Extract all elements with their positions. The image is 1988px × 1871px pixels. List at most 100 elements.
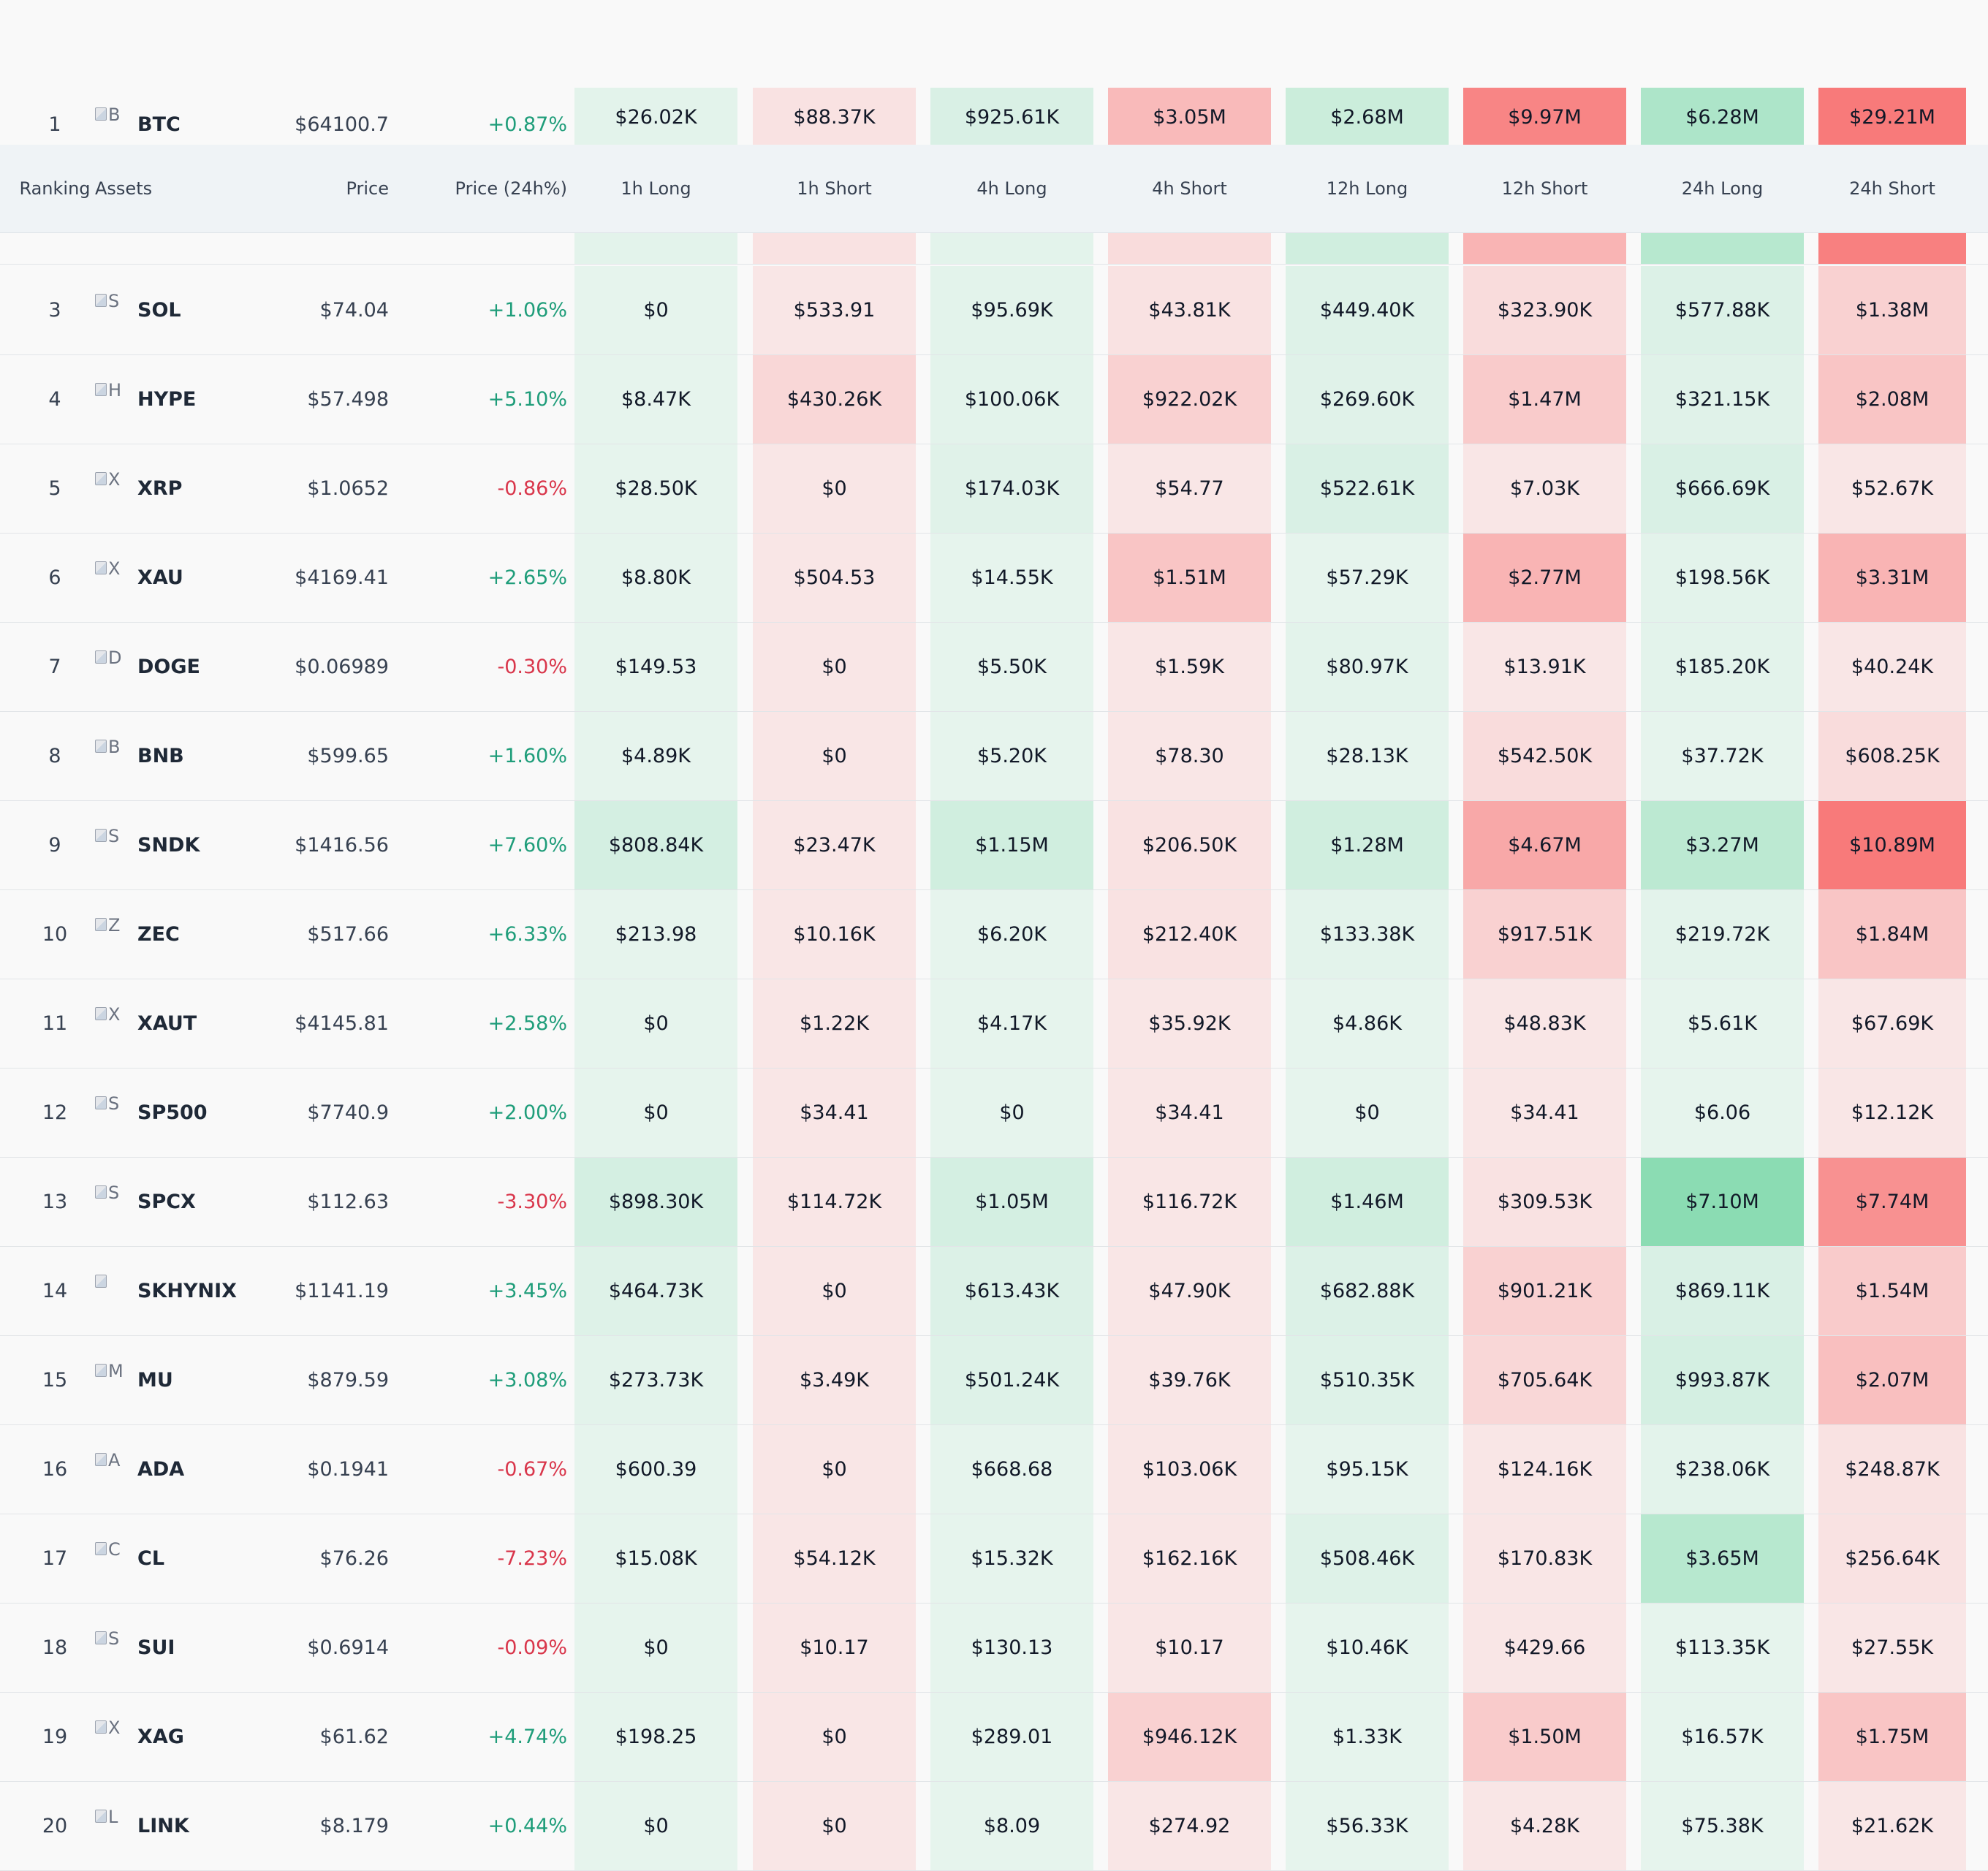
- short-liquidation-cell: $206.50K: [1108, 801, 1271, 889]
- asset-cell[interactable]: D DOGE: [95, 623, 270, 711]
- price-cell: $8.179: [319, 1815, 389, 1837]
- price-cell: $879.59: [307, 1369, 389, 1392]
- short-liquidation-cell: $3.05M: [1108, 88, 1271, 146]
- short-liquidation-cell: $103.06K: [1108, 1425, 1271, 1514]
- asset-icon-alt-text: X: [108, 558, 121, 579]
- asset-cell[interactable]: M MU: [95, 1336, 270, 1424]
- asset-cell[interactable]: X XAG: [95, 1693, 270, 1781]
- broken-image-icon: B: [95, 737, 133, 763]
- table-row[interactable]: 13 S SPCX $112.63 -3.30% $898.30K $114.72K $1.0…: [0, 1158, 1988, 1247]
- table-row[interactable]: 14 SKHYNIX $1141.19 +3.45% $464.73K $0 $613.43…: [0, 1247, 1988, 1336]
- short-liquidation-cell: $946.12K: [1108, 1693, 1271, 1781]
- asset-cell[interactable]: S SP500: [95, 1069, 270, 1157]
- asset-cell[interactable]: X XAUT: [95, 979, 270, 1068]
- asset-cell[interactable]: L LINK: [95, 1782, 270, 1870]
- asset-cell[interactable]: C CL: [95, 1514, 270, 1603]
- table-row[interactable]: 10 Z ZEC $517.66 +6.33% $213.98 $10.16K $6.20K $…: [0, 890, 1988, 979]
- asset-cell[interactable]: S SOL: [95, 266, 270, 354]
- asset-icon-alt-text: X: [108, 468, 121, 490]
- column-header-1h-short[interactable]: 1h Short: [797, 178, 872, 199]
- rank-cell: 14: [42, 1280, 68, 1302]
- short-liquidation-cell: $504.53: [753, 534, 916, 622]
- rank-cell: 1: [48, 113, 61, 136]
- long-liquidation-cell: $6.06: [1641, 1069, 1804, 1157]
- asset-cell[interactable]: S SNDK: [95, 801, 270, 889]
- table-row[interactable]: 12 S SP500 $7740.9 +2.00% $0 $34.41 $0 $34.41 $0 $…: [0, 1069, 1988, 1158]
- long-liquidation-cell: $1.15M: [930, 801, 1093, 889]
- asset-cell[interactable]: B BNB: [95, 712, 270, 800]
- table-row[interactable]: 17 C CL $76.26 -7.23% $15.08K $54.12K $15.32K $1…: [0, 1514, 1988, 1604]
- asset-cell[interactable]: B BTC: [95, 102, 270, 146]
- short-liquidation-cell: $10.16K: [753, 890, 916, 979]
- asset-icon-alt-text: S: [108, 290, 120, 311]
- long-liquidation-cell: $273.73K: [574, 1336, 737, 1424]
- price-cell: $64100.7: [295, 113, 389, 136]
- broken-image-icon: S: [95, 1093, 133, 1120]
- table-row[interactable]: 4 H HYPE $57.498 +5.10% $8.47K $430.26K $100.06…: [0, 355, 1988, 444]
- asset-cell[interactable]: S SPCX: [95, 1158, 270, 1246]
- short-liquidation-cell: $1.22K: [753, 979, 916, 1068]
- asset-cell[interactable]: S SUI: [95, 1604, 270, 1692]
- rank-cell: 20: [42, 1815, 68, 1837]
- long-liquidation-cell: $95.15K: [1286, 1425, 1449, 1514]
- table-row[interactable]: 1 B BTC $64100.7 +0.87% $26.02K $88.37K $925.61…: [0, 44, 1988, 146]
- rank-cell: 6: [48, 566, 61, 589]
- asset-cell[interactable]: A ADA: [95, 1425, 270, 1514]
- table-row[interactable]: 5 X XRP $1.0652 -0.86% $28.50K $0 $174.03K $54.7…: [0, 444, 1988, 534]
- column-header-price-change[interactable]: Price (24h%): [455, 178, 567, 199]
- asset-cell[interactable]: SKHYNIX: [95, 1247, 270, 1335]
- column-header-price[interactable]: Price: [346, 178, 389, 199]
- table-row[interactable]: 18 S SUI $0.6914 -0.09% $0 $10.17 $130.13 $10.17…: [0, 1604, 1988, 1693]
- column-header-12h-long[interactable]: 12h Long: [1326, 178, 1408, 199]
- asset-symbol: SUI: [137, 1636, 175, 1659]
- asset-icon-alt-text: B: [108, 105, 121, 125]
- price-change-cell: -0.86%: [497, 477, 567, 500]
- table-row[interactable]: 7 D DOGE $0.06989 -0.30% $149.53 $0 $5.50K $1.59…: [0, 623, 1988, 712]
- short-liquidation-cell: $10.17: [753, 1604, 916, 1692]
- table-row[interactable]: 3 S SOL $74.04 +1.06% $0 $533.91 $95.69K $43.81K…: [0, 266, 1988, 355]
- long-liquidation-cell: $449.40K: [1286, 266, 1449, 354]
- rank-cell: 17: [42, 1547, 68, 1570]
- table-row[interactable]: 15 M MU $879.59 +3.08% $273.73K $3.49K $501.24K…: [0, 1336, 1988, 1425]
- table-row[interactable]: 11 X XAUT $4145.81 +2.58% $0 $1.22K $4.17K $35.9…: [0, 979, 1988, 1069]
- column-header-24h-long[interactable]: 24h Long: [1681, 178, 1764, 199]
- table-row[interactable]: 9 S SNDK $1416.56 +7.60% $808.84K $23.47K $1.15…: [0, 801, 1988, 890]
- asset-icon-alt-text: D: [108, 647, 122, 668]
- table-row[interactable]: 20 L LINK $8.179 +0.44% $0 $0 $8.09 $274.92 $56.3…: [0, 1782, 1988, 1871]
- column-header-24h-short[interactable]: 24h Short: [1849, 178, 1935, 199]
- short-liquidation-cell: $40.24K: [1818, 623, 1966, 711]
- short-liquidation-cell: $47.90K: [1108, 1247, 1271, 1335]
- price-change-cell: +0.87%: [487, 113, 567, 136]
- column-header-4h-short[interactable]: 4h Short: [1152, 178, 1227, 199]
- asset-cell[interactable]: H HYPE: [95, 355, 270, 444]
- column-header-ranking[interactable]: Ranking: [19, 178, 91, 199]
- price-cell: $0.1941: [307, 1458, 389, 1481]
- price-cell: $1416.56: [295, 834, 389, 857]
- table-row[interactable]: 19 X XAG $61.62 +4.74% $198.25 $0 $289.01 $946.1…: [0, 1693, 1988, 1782]
- column-header-assets[interactable]: Assets: [95, 178, 153, 199]
- asset-symbol: DOGE: [137, 656, 200, 678]
- long-liquidation-cell: $289.01: [930, 1693, 1093, 1781]
- column-header-1h-long[interactable]: 1h Long: [621, 178, 691, 199]
- price-change-cell: +1.06%: [487, 299, 567, 322]
- long-liquidation-cell: $0: [930, 1069, 1093, 1157]
- price-change-cell: -0.67%: [497, 1458, 567, 1481]
- asset-cell[interactable]: X XAU: [95, 534, 270, 622]
- table-row[interactable]: 6 X XAU $4169.41 +2.65% $8.80K $504.53 $14.55K $…: [0, 534, 1988, 623]
- short-liquidation-cell: $116.72K: [1108, 1158, 1271, 1246]
- price-change-cell: +1.60%: [487, 745, 567, 767]
- long-liquidation-cell: $577.88K: [1641, 266, 1804, 354]
- column-header-4h-long[interactable]: 4h Long: [976, 178, 1047, 199]
- table-row[interactable]: 16 A ADA $0.1941 -0.67% $600.39 $0 $668.68 $103.…: [0, 1425, 1988, 1514]
- price-change-cell: +0.44%: [487, 1815, 567, 1837]
- column-header-12h-short[interactable]: 12h Short: [1501, 178, 1588, 199]
- long-liquidation-cell: $80.97K: [1286, 623, 1449, 711]
- table-row[interactable]: 8 B BNB $599.65 +1.60% $4.89K $0 $5.20K $78.30 $2…: [0, 712, 1988, 801]
- long-liquidation-cell: $4.86K: [1286, 979, 1449, 1068]
- asset-cell[interactable]: X XRP: [95, 444, 270, 533]
- short-liquidation-cell: $162.16K: [1108, 1514, 1271, 1603]
- asset-cell[interactable]: Z ZEC: [95, 890, 270, 979]
- long-liquidation-cell: $0: [1286, 1069, 1449, 1157]
- broken-image-icon: S: [95, 1183, 133, 1209]
- short-liquidation-cell: $10.89M: [1818, 801, 1966, 889]
